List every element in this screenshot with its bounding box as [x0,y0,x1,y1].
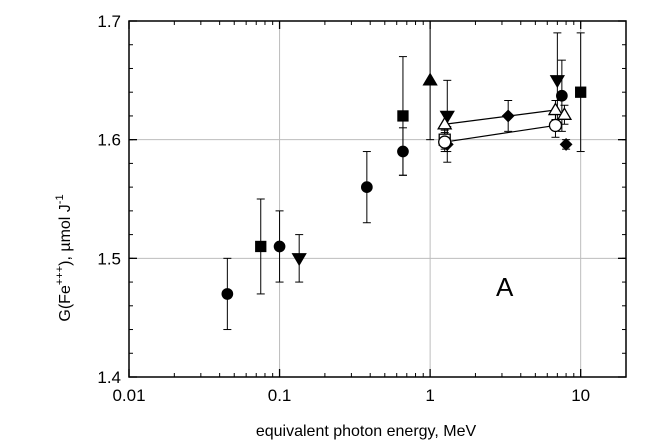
triangle-up-filled-point [422,72,438,86]
y-axis-label-prefix: G(Fe [57,285,74,322]
y-tick-label: 1.6 [97,131,121,150]
x-axis-label: equivalent photon energy, MeV [256,423,477,440]
y-tick-label: 1.4 [97,368,121,387]
y-axis-label: G(Fe+++), µmol J-1 [54,194,74,321]
circle-filled-point [556,89,568,102]
circle-filled-point [361,181,373,193]
panel-label: A [496,272,514,302]
y-tick-label: 1.5 [97,249,121,268]
y-tick-label: 1.7 [97,12,121,31]
circle-open-point [548,118,563,133]
triangle-up-open-point [556,106,573,120]
x-tick-label: 1 [425,386,434,405]
diamond-filled-point [559,137,573,151]
triangle-down-filled-point [291,253,307,267]
triangle-down-filled-point [439,110,455,124]
data-points [221,72,587,300]
y-axis-label-mid: ), µmol J [57,204,74,266]
triangle-down-filled-point [549,75,565,89]
diamond-filled-point [501,109,515,123]
x-tick-label: 0.01 [112,386,145,405]
circle-filled-point [221,288,234,300]
plot-frame [128,20,627,378]
square-filled-point [575,86,587,98]
x-tick-label: 0.1 [268,386,292,405]
y-axis-label-sup2: -1 [54,194,66,204]
triangle-up-open-point [547,102,564,116]
axis-ticks [128,20,626,378]
circle-open-point [438,135,452,149]
grid [129,21,626,377]
circle-filled-point [273,240,286,253]
connecting-lines [444,109,556,143]
circle-filled-point [397,145,409,158]
error-bars [223,20,585,331]
series-line [444,109,556,125]
square-filled-point [255,240,267,253]
triangle-up-open-point [437,116,453,130]
tick-labels: 0.01 0.1 1 10 1.4 1.5 1.6 1.7 [97,12,590,405]
series-line [444,124,556,143]
square-filled-point [397,110,409,122]
x-tick-label: 10 [571,386,590,405]
y-axis-label-sup: +++ [54,266,66,285]
